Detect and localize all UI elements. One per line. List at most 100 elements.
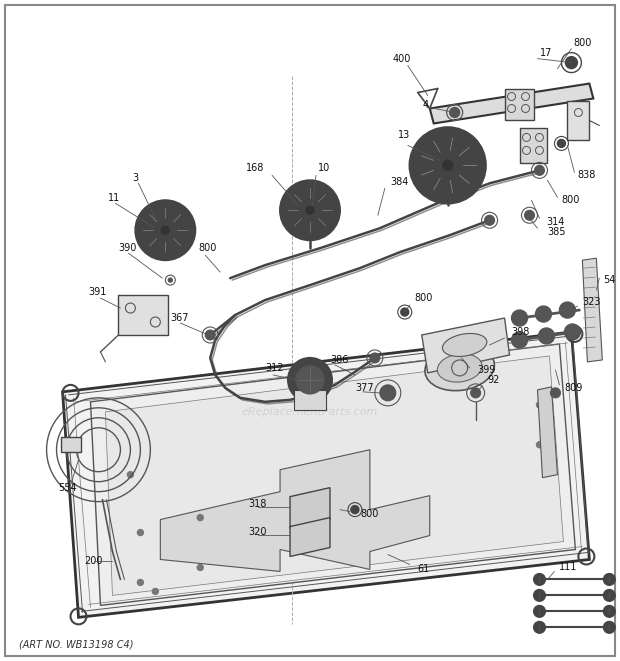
Bar: [505, 89, 534, 120]
Circle shape: [153, 588, 158, 594]
Circle shape: [288, 188, 332, 232]
Text: 320: 320: [248, 527, 267, 537]
Circle shape: [127, 472, 133, 478]
Text: 168: 168: [246, 163, 265, 173]
Circle shape: [485, 215, 495, 225]
Bar: [520, 128, 547, 163]
Ellipse shape: [437, 354, 482, 382]
Circle shape: [525, 210, 534, 220]
Circle shape: [205, 330, 215, 340]
Bar: [567, 100, 590, 140]
Circle shape: [557, 139, 565, 147]
Text: 17: 17: [539, 48, 552, 58]
Text: 398: 398: [512, 327, 530, 337]
Circle shape: [138, 529, 143, 535]
Circle shape: [534, 165, 544, 175]
Polygon shape: [91, 344, 575, 605]
Polygon shape: [161, 449, 430, 572]
Circle shape: [564, 324, 580, 340]
Text: 800: 800: [562, 195, 580, 206]
Circle shape: [135, 200, 195, 260]
Circle shape: [410, 128, 485, 204]
Polygon shape: [290, 518, 330, 557]
Circle shape: [565, 57, 577, 69]
Circle shape: [288, 358, 332, 402]
Circle shape: [443, 161, 453, 171]
Text: 384: 384: [390, 177, 408, 187]
Circle shape: [197, 514, 203, 521]
Text: 54: 54: [603, 275, 616, 285]
Polygon shape: [105, 356, 564, 596]
Circle shape: [551, 388, 560, 398]
Circle shape: [533, 574, 546, 586]
Text: (ART NO. WB13198 C4): (ART NO. WB13198 C4): [19, 639, 133, 649]
Text: 399: 399: [477, 365, 496, 375]
Polygon shape: [582, 258, 603, 362]
Text: 200: 200: [84, 557, 103, 566]
Circle shape: [168, 278, 172, 282]
Circle shape: [161, 226, 169, 234]
Polygon shape: [422, 318, 510, 373]
Polygon shape: [538, 387, 557, 478]
FancyBboxPatch shape: [5, 5, 615, 656]
Polygon shape: [63, 332, 590, 617]
Bar: [294, 390, 326, 410]
Circle shape: [536, 402, 542, 408]
Circle shape: [603, 590, 615, 602]
Circle shape: [471, 388, 480, 398]
Text: 390: 390: [118, 243, 137, 253]
Circle shape: [351, 506, 359, 514]
Circle shape: [138, 580, 143, 586]
Text: 838: 838: [577, 171, 596, 180]
Bar: [61, 437, 81, 451]
Text: 11: 11: [108, 193, 121, 204]
Circle shape: [533, 621, 546, 633]
Text: eReplacementParts.com: eReplacementParts.com: [242, 407, 378, 417]
Text: 4: 4: [423, 100, 429, 110]
Text: 391: 391: [89, 287, 107, 297]
Text: 800: 800: [415, 293, 433, 303]
Circle shape: [143, 208, 187, 253]
Text: 3: 3: [133, 173, 138, 183]
Ellipse shape: [443, 334, 487, 356]
Text: 385: 385: [547, 227, 566, 237]
Text: 554: 554: [58, 483, 77, 492]
Text: 318: 318: [248, 498, 267, 508]
Circle shape: [296, 366, 324, 394]
Circle shape: [603, 574, 615, 586]
Circle shape: [533, 605, 546, 617]
Text: 61: 61: [418, 564, 430, 574]
Circle shape: [603, 621, 615, 633]
Polygon shape: [118, 295, 168, 335]
Circle shape: [536, 442, 542, 447]
Text: 367: 367: [170, 313, 189, 323]
Text: 10: 10: [318, 163, 330, 173]
Circle shape: [370, 353, 380, 363]
Circle shape: [380, 385, 396, 401]
Text: 800: 800: [198, 243, 216, 253]
Circle shape: [420, 137, 476, 193]
Text: 312: 312: [265, 363, 283, 373]
Text: 377: 377: [355, 383, 373, 393]
Circle shape: [197, 564, 203, 570]
Text: 400: 400: [393, 54, 411, 63]
Ellipse shape: [425, 345, 494, 391]
Circle shape: [536, 306, 551, 322]
Text: 13: 13: [398, 130, 410, 140]
Circle shape: [401, 308, 409, 316]
Text: 323: 323: [582, 297, 601, 307]
Text: 314: 314: [546, 217, 565, 227]
Circle shape: [450, 108, 459, 118]
Text: 386: 386: [330, 355, 348, 365]
Text: 111: 111: [559, 563, 578, 572]
Circle shape: [306, 206, 314, 214]
Circle shape: [539, 328, 554, 344]
Circle shape: [512, 310, 528, 326]
Circle shape: [280, 180, 340, 240]
Text: 800: 800: [574, 38, 591, 48]
Circle shape: [603, 605, 615, 617]
Polygon shape: [430, 83, 593, 124]
Text: 92: 92: [487, 375, 500, 385]
Text: 809: 809: [564, 383, 583, 393]
Circle shape: [512, 332, 528, 348]
